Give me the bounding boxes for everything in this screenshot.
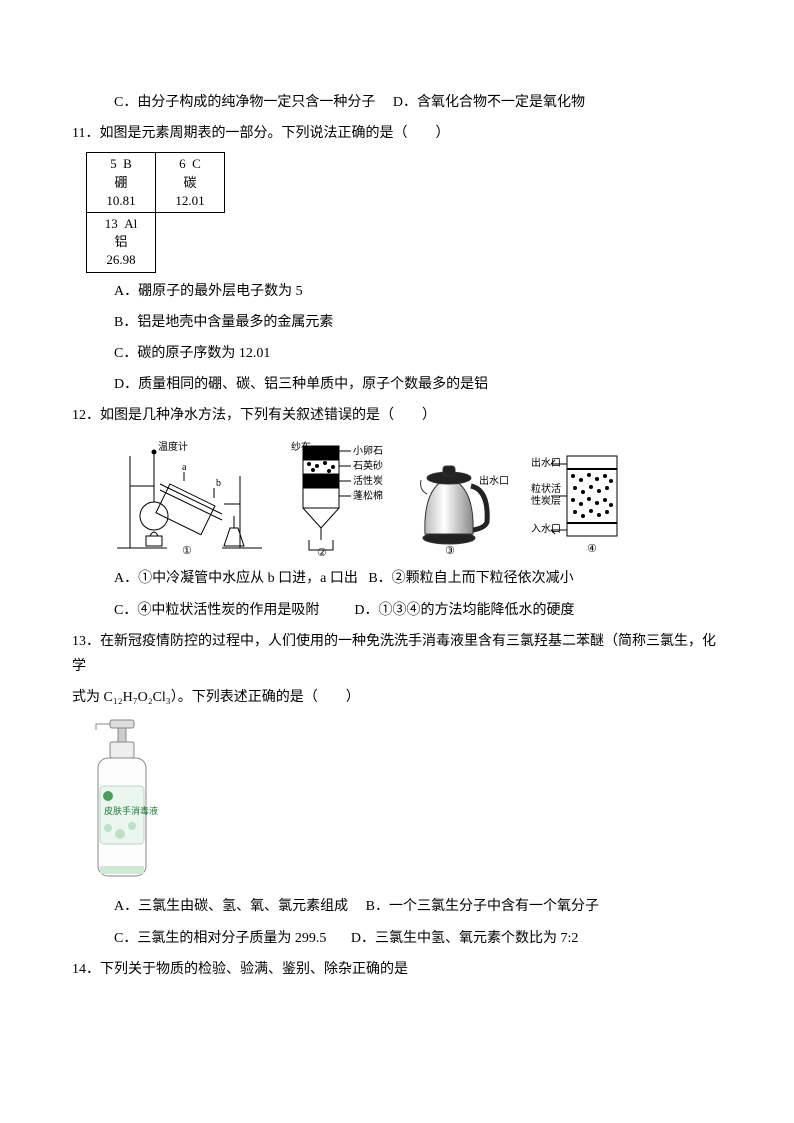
sanitizer-bottle: 皮肤手消毒液 <box>86 716 164 886</box>
q13-CD: C．三氯生的相对分子质量为 299.5 D．三氯生中氢、氧元素个数比为 7:2 <box>72 926 722 951</box>
opt-C: C．由分子构成的纯净物一定只含一种分子 <box>114 95 375 110</box>
q13-stem1: 13．在新冠疫情防控的过程中，人们使用的一种免洗洗手消毒液里含有三氯羟基二苯醚（… <box>72 629 722 679</box>
label-thermo: 温度计 <box>158 440 188 453</box>
fig-3-kettle: 出水口 ③ <box>413 446 513 556</box>
fig-4-carbon-column: 出水口 粒状活 性炭层 入水口 ④ <box>531 446 651 556</box>
fig-1-distillation: 温度计 a b ① <box>112 436 267 556</box>
q12-AB: A．①中冷凝管中水应从 b 口进，a 口出 B．②颗粒自上而下粒径依次减小 <box>72 566 722 591</box>
label-quartz: 石英砂 <box>353 459 383 472</box>
q11-stem: 11．如图是元素周期表的一部分。下列说法正确的是（ ） <box>72 121 722 146</box>
q12-figures: 温度计 a b ① <box>112 436 722 556</box>
label-cotton: 蓬松棉 <box>353 489 383 502</box>
q12-C: C．④中粒状活性炭的作用是吸附 <box>114 603 319 618</box>
fig3-num: ③ <box>445 545 455 556</box>
q12-B: B．②颗粒自上而下粒径依次减小 <box>368 571 573 586</box>
q13-B: B．一个三氯生分子中含有一个氧分子 <box>366 899 599 914</box>
label-a: a <box>182 462 187 473</box>
q13-A: A．三氯生由碳、氢、氧、氯元素组成 <box>114 899 348 914</box>
label-cloth: 纱布 <box>291 441 311 453</box>
periodic-table-fragment: 5 B 硼 10.81 6 C 碳 12.01 13 Al 铝 26.98 <box>86 152 225 272</box>
cell-C: 6 C 碳 12.01 <box>156 153 225 213</box>
fig4-num: ④ <box>587 543 597 555</box>
q12-stem: 12．如图是几种净水方法，下列有关叙述错误的是（ ） <box>72 403 722 428</box>
opt-D: D．含氧化合物不一定是氧化物 <box>393 95 585 110</box>
cell-Al: 13 Al 铝 26.98 <box>87 212 156 272</box>
label-pebble: 小卵石 <box>353 445 383 457</box>
cell-B: 5 B 硼 10.81 <box>87 153 156 213</box>
q13-AB: A．三氯生由碳、氢、氧、氯元素组成 B．一个三氯生分子中含有一个氧分子 <box>72 894 722 919</box>
fig1-num: ① <box>182 545 192 556</box>
q11-A: A．硼原子的最外层电子数为 5 <box>72 279 722 304</box>
cell-empty <box>156 212 225 272</box>
label-carbon: 活性炭 <box>353 474 383 487</box>
fig-2-filter: 纱布 小卵石 石英砂 活性炭 蓬松棉 ② <box>285 436 395 556</box>
q11-B: B．铝是地壳中含量最多的金属元素 <box>72 310 722 335</box>
q11-C: C．碳的原子序数为 12.01 <box>72 341 722 366</box>
q12-D: D．①③④的方法均能降低水的硬度 <box>354 603 574 618</box>
q11-D: D．质量相同的硼、碳、铝三种单质中，原子个数最多的是铝 <box>72 372 722 397</box>
label-b: b <box>216 478 221 489</box>
q13-C: C．三氯生的相对分子质量为 299.5 <box>114 931 326 946</box>
q13-stem2: 式为 C₁₂H₇O₂Cl₃）。下列表述正确的是（ ） <box>72 685 722 710</box>
bottle-label: 皮肤手消毒液 <box>104 805 158 816</box>
q14-stem: 14．下列关于物质的检验、验满、鉴别、除杂正确的是 <box>72 957 722 982</box>
label-in4: 入水口 <box>531 523 561 535</box>
q12-CD: C．④中粒状活性炭的作用是吸附 D．①③④的方法均能降低水的硬度 <box>72 598 722 623</box>
label-out4: 出水口 <box>531 456 561 469</box>
label-out3: 出水口 <box>479 474 509 487</box>
q13-D: D．三氯生中氢、氧元素个数比为 7:2 <box>351 931 579 946</box>
fig2-num: ② <box>317 547 327 556</box>
q10-option-C-D: C．由分子构成的纯净物一定只含一种分子 D．含氧化合物不一定是氧化物 <box>72 90 722 115</box>
label-layer4a: 粒状活 <box>531 482 561 495</box>
q12-A: A．①中冷凝管中水应从 b 口进，a 口出 <box>114 571 358 586</box>
label-layer4b: 性炭层 <box>531 494 561 507</box>
